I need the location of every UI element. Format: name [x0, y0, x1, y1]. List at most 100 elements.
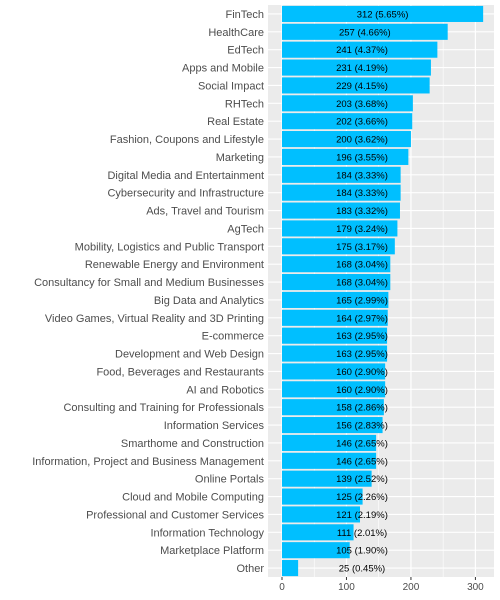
category-label: Consultancy for Small and Medium Busines…: [34, 277, 264, 289]
bar: [282, 542, 350, 559]
data-label: 156 (2.83%): [336, 421, 388, 432]
bar: [282, 5, 484, 22]
bar: [282, 309, 388, 326]
category-label: FinTech: [225, 9, 264, 21]
data-label: 146 (2.65%): [336, 438, 388, 449]
bar: [282, 417, 383, 434]
category-label: Development and Web Design: [115, 349, 264, 361]
data-label: 183 (3.32%): [336, 206, 388, 217]
data-label: 165 (2.99%): [336, 295, 388, 306]
bar: [282, 399, 384, 416]
category-label: Consulting and Training for Professional…: [63, 402, 264, 414]
data-label: 139 (2.52%): [336, 474, 388, 485]
bar: [282, 274, 391, 291]
data-label: 241 (4.37%): [336, 45, 388, 56]
data-label: 111 (2.01%): [337, 528, 387, 539]
category-label: Smarthome and Construction: [121, 438, 264, 450]
bar: [282, 470, 372, 487]
category-labels: FinTech HealthCare EdTech Apps and Mobile So…: [32, 9, 264, 575]
category-label: Marketing: [216, 152, 264, 164]
x-tick-label: 0: [279, 582, 285, 593]
bar: [282, 148, 409, 165]
data-label: 160 (2.90%): [336, 367, 388, 378]
data-label: 200 (3.62%): [336, 135, 388, 146]
bar: [282, 23, 448, 40]
bar: [282, 381, 386, 398]
category-label: Social Impact: [198, 80, 264, 92]
data-label: 163 (2.95%): [336, 331, 388, 342]
bar: [282, 327, 388, 344]
bar: [282, 363, 386, 380]
data-label: 164 (2.97%): [336, 313, 388, 324]
x-axis-ticks: 0 100 200 300: [279, 577, 484, 593]
category-label: Mobility, Logistics and Public Transport: [75, 241, 264, 253]
data-label: 25 (0.45%): [339, 564, 385, 575]
bar: [282, 345, 388, 362]
data-label: 121 (2.19%): [336, 510, 388, 521]
data-label: 202 (3.66%): [336, 117, 388, 128]
bar: [282, 452, 377, 469]
category-label: AI and Robotics: [186, 384, 264, 396]
bar: [282, 184, 401, 201]
data-labels: 312 (5.65%) 257 (4.66%) 241 (4.37%) 231 (4.…: [336, 9, 408, 574]
category-label: Information Technology: [150, 527, 264, 539]
bar: [282, 506, 361, 523]
category-label: Apps and Mobile: [182, 63, 264, 75]
data-label: 146 (2.65%): [336, 456, 388, 467]
bar: [282, 220, 398, 237]
data-label: 184 (3.33%): [336, 170, 388, 181]
data-label: 231 (4.19%): [336, 63, 388, 74]
bar: [282, 95, 413, 112]
category-label: Digital Media and Entertainment: [107, 170, 264, 182]
bar: [282, 59, 431, 76]
category-label: RHTech: [225, 98, 264, 110]
bar: [282, 166, 401, 183]
bar: [282, 131, 411, 148]
data-label: 158 (2.86%): [336, 403, 388, 414]
data-label: 203 (3.68%): [336, 99, 388, 110]
bar: [282, 256, 391, 273]
category-label: Cloud and Mobile Computing: [122, 492, 264, 504]
data-label: 168 (3.04%): [336, 260, 388, 271]
category-label: Ads, Travel and Tourism: [146, 206, 264, 218]
category-label: Professional and Customer Services: [86, 509, 264, 521]
data-label: 257 (4.66%): [339, 27, 391, 38]
bars: [282, 5, 484, 577]
data-label: 184 (3.33%): [336, 188, 388, 199]
category-label: E-commerce: [202, 331, 264, 343]
category-label: Information, Project and Business Manage…: [32, 456, 264, 468]
x-tick-label: 300: [467, 582, 484, 593]
category-label: Information Services: [164, 420, 265, 432]
bar: [282, 524, 354, 541]
category-label: Marketplace Platform: [160, 545, 264, 557]
data-label: 168 (3.04%): [336, 278, 388, 289]
data-label: 163 (2.95%): [336, 349, 388, 360]
category-label: Video Games, Virtual Reality and 3D Prin…: [45, 313, 264, 325]
data-label: 105 (1.90%): [336, 546, 388, 557]
bar: [282, 560, 299, 577]
category-label: EdTech: [227, 45, 264, 57]
category-label: AgTech: [227, 223, 264, 235]
category-label: Renewable Energy and Environment: [85, 259, 264, 271]
bar: [282, 434, 377, 451]
bar: [282, 238, 395, 255]
category-label: Other: [236, 563, 264, 575]
bar: [282, 77, 430, 94]
data-label: 229 (4.15%): [336, 81, 388, 92]
data-label: 125 (2.26%): [336, 492, 388, 503]
data-label: 160 (2.90%): [336, 385, 388, 396]
category-label: Real Estate: [207, 116, 264, 128]
bar: [282, 291, 389, 308]
category-label: Big Data and Analytics: [154, 295, 265, 307]
bar: [282, 488, 363, 505]
bar: [282, 41, 438, 58]
x-tick-label: 200: [403, 582, 420, 593]
bar: [282, 202, 400, 219]
data-label: 196 (3.55%): [336, 152, 388, 163]
category-label: Fashion, Coupons and Lifestyle: [110, 134, 264, 146]
category-label: Food, Beverages and Restaurants: [96, 366, 264, 378]
data-label: 175 (3.17%): [336, 242, 388, 253]
data-label: 312 (5.65%): [357, 9, 409, 20]
bar: [282, 113, 413, 130]
